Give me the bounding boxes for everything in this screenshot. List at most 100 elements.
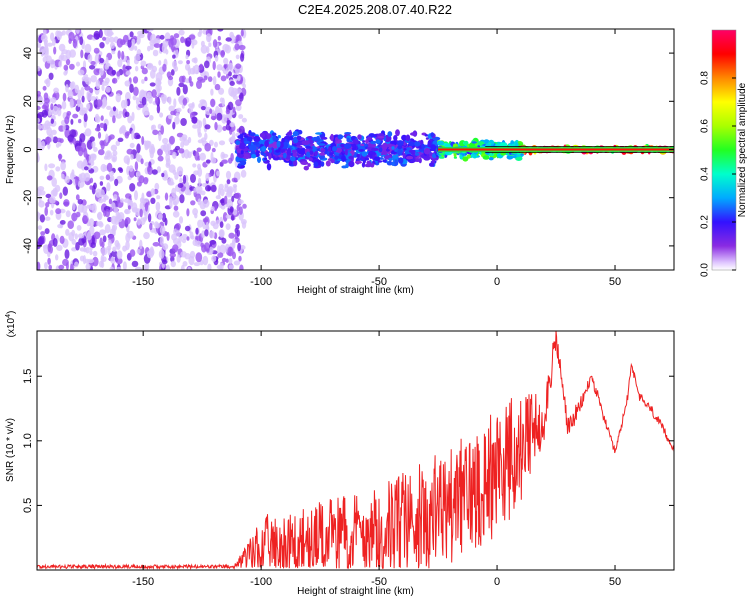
spectrogram-cell xyxy=(80,86,85,97)
spectrogram-cell xyxy=(48,264,52,270)
spectrogram-cell xyxy=(169,198,173,209)
spectrogram-cell xyxy=(238,153,244,159)
spectrogram-cell xyxy=(105,133,109,143)
spectrogram-cell xyxy=(106,105,112,110)
spectrogram-cell xyxy=(69,82,74,89)
spectrogram-cell xyxy=(37,117,41,123)
spectrogram-cell xyxy=(115,257,123,265)
spectrogram-cell xyxy=(289,135,294,141)
y-tick-label: -40 xyxy=(22,238,34,254)
spectrogram-cell xyxy=(107,239,112,248)
spectrogram-cell xyxy=(386,160,393,166)
spectrogram-cell xyxy=(218,87,225,95)
spectrogram-cell xyxy=(188,103,195,108)
spectrogram-cell xyxy=(64,249,70,259)
spectrogram-cell xyxy=(292,152,298,158)
spectrogram-cell xyxy=(340,143,345,148)
spectrogram-cell xyxy=(94,115,101,123)
spectrogram-cell xyxy=(55,208,62,215)
spectrogram-cell xyxy=(257,156,261,163)
spectrogram-cell xyxy=(56,244,63,251)
spectrogram-cell xyxy=(93,231,101,240)
spectrogram-cell xyxy=(155,201,161,212)
spectrogram-cell xyxy=(423,147,431,155)
spectrogram-cell xyxy=(192,208,199,216)
spectrogram-cell xyxy=(182,174,187,184)
spectrogram-cell xyxy=(118,168,124,173)
spectrogram-cell xyxy=(209,240,217,245)
spectrogram-cell xyxy=(147,62,154,69)
spectrogram-cell xyxy=(162,243,169,251)
spectrogram-cell xyxy=(341,155,346,162)
spectrogram-cell xyxy=(46,42,53,47)
spectrogram-cell xyxy=(360,143,365,147)
spectrogram-cell xyxy=(110,42,115,49)
spectrogram-cell xyxy=(65,228,70,236)
spectrogram-cell xyxy=(180,264,185,270)
spectrogram-cell xyxy=(70,263,74,270)
spectrogram-cell xyxy=(366,160,372,166)
spectrogram-cell xyxy=(127,115,133,124)
spectrogram-cell xyxy=(132,76,139,84)
spectrogram-cell xyxy=(58,60,62,68)
spectrogram-cell xyxy=(141,79,145,84)
spectrogram-cell xyxy=(152,242,160,247)
spectrogram-cell xyxy=(135,97,140,106)
spectrogram-cell xyxy=(414,153,420,156)
spectrogram-cell xyxy=(134,161,139,171)
spectrogram-cell xyxy=(236,79,243,85)
spectrogram-cell xyxy=(216,64,223,71)
spectrogram-cell xyxy=(75,61,81,67)
spectrogram-cell xyxy=(242,153,250,159)
spectrogram-cell xyxy=(79,109,87,116)
spectrogram-cell xyxy=(146,29,154,32)
spectrogram-cell xyxy=(62,186,68,196)
spectrogram-cell xyxy=(180,36,185,44)
spectrogram-cell xyxy=(48,72,54,81)
spectrogram-cell xyxy=(90,75,97,83)
spectrogram-cell xyxy=(141,136,145,145)
spectrogram-cell xyxy=(141,192,145,203)
spectrogram-cell xyxy=(153,43,161,48)
spectrogram-cell xyxy=(178,29,185,36)
spectrogram-cell xyxy=(210,88,214,96)
colorbar-label: Normalized spectral amplitude xyxy=(737,82,748,217)
spectrogram-cell xyxy=(98,197,104,204)
spectrogram-cell xyxy=(307,163,311,167)
spectrogram-cell xyxy=(140,90,147,96)
spectrogram-cell xyxy=(87,53,93,63)
spectrogram-cell xyxy=(176,86,181,96)
spectrogram-cell xyxy=(226,179,231,185)
spectrogram-cell xyxy=(233,185,237,194)
y-axis-label: SNR (10 * v/v) xyxy=(5,418,16,482)
spectrogram-cell xyxy=(403,148,407,151)
spectrogram-cell xyxy=(197,167,203,177)
spectrogram-cell xyxy=(397,145,403,150)
spectrogram-cell xyxy=(131,111,135,122)
spectrogram-cell xyxy=(99,122,105,129)
spectrogram-cell xyxy=(263,157,268,161)
spectrogram-cell xyxy=(427,140,432,148)
spectrogram-cell xyxy=(219,244,227,255)
spectrogram-cell xyxy=(62,258,69,266)
spectrogram-cell xyxy=(219,230,224,238)
spectrogram-cell xyxy=(38,235,45,245)
spectrogram-cell xyxy=(87,154,95,164)
spectrogram-cell xyxy=(430,144,437,152)
spectrogram-cell xyxy=(112,115,116,124)
spectrogram-cell xyxy=(77,180,85,188)
spectrogram-cell xyxy=(127,205,131,210)
spectrogram-cell xyxy=(341,165,348,169)
spectrogram-cell xyxy=(117,137,124,142)
spectrogram-cell xyxy=(62,92,67,102)
colorbar-tick-label: 0.8 xyxy=(700,71,711,85)
spectrogram-cell xyxy=(278,154,283,158)
spectrogram-cell xyxy=(172,210,180,218)
spectrogram-cell xyxy=(144,143,149,151)
spectrogram-cell xyxy=(142,216,147,222)
spectrogram-cell xyxy=(241,117,247,123)
spectrogram-cell xyxy=(453,152,457,158)
spectrogram-cell xyxy=(217,71,221,78)
spectrogram-cell xyxy=(44,42,48,53)
spectrogram-cell xyxy=(174,116,180,125)
